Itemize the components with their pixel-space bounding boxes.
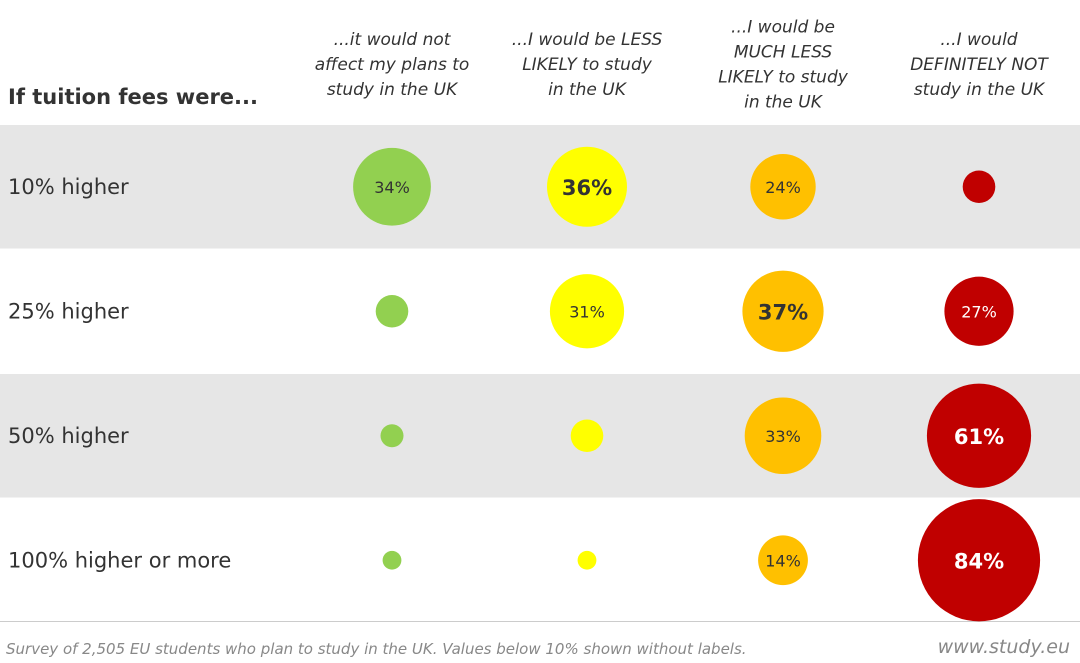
bubble (750, 154, 816, 220)
bubble-label: 31% (569, 302, 605, 321)
bubble-label: 84% (954, 549, 1004, 573)
bubble (742, 270, 824, 352)
row-label: 25% higher (8, 299, 129, 323)
bubble (944, 276, 1014, 346)
column-header-1: ...it would not affect my plans to study i… (315, 30, 470, 100)
bubble-label: 61% (954, 425, 1004, 449)
row-label: 100% higher or more (8, 548, 231, 572)
bubble (926, 383, 1032, 488)
bubble (375, 294, 409, 328)
row-band-2 (0, 249, 1080, 373)
bubble-label: 14% (765, 551, 801, 570)
bubble (549, 274, 625, 349)
bubble (917, 499, 1041, 622)
column-header-4: ...I would DEFINITELY NOT study in the UK (910, 30, 1049, 100)
site-url: www.study.eu (937, 636, 1070, 658)
bubble (758, 535, 808, 586)
row-label: 10% higher (8, 175, 129, 199)
bubble (962, 170, 996, 204)
column-header-3: ...I would be MUCH LESS LIKELY to study in … (718, 18, 849, 113)
bubble (380, 424, 404, 448)
bubble-label: 37% (758, 300, 808, 324)
bubble-label: 34% (374, 178, 410, 197)
bubble-chart: If tuition fees were... ...it would not af… (0, 18, 1080, 622)
bubble (577, 550, 597, 570)
column-header-2: ...I would be LESS LIKELY to study in the … (512, 30, 663, 100)
bubble (547, 146, 627, 227)
chart-title: If tuition fees were... (8, 85, 258, 109)
bubble (744, 397, 822, 475)
bubble-label: 36% (562, 176, 612, 200)
row-label: 50% higher (8, 424, 129, 448)
footnote: Survey of 2,505 EU students who plan to … (6, 640, 747, 658)
bubble-label: 33% (765, 427, 801, 446)
bubble-label: 27% (961, 302, 997, 321)
bubble (382, 550, 402, 570)
row-band-4 (0, 498, 1080, 622)
bubble-label: 24% (765, 178, 801, 197)
row-band-1 (0, 125, 1080, 249)
bubble (353, 147, 431, 226)
row-band-3 (0, 374, 1080, 498)
bubble (570, 419, 604, 453)
